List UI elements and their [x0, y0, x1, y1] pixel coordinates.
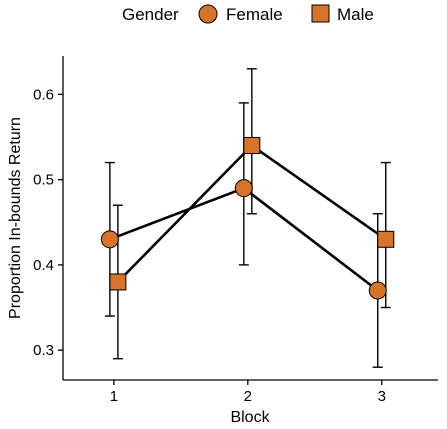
y-tick-label: 0.5: [33, 172, 54, 189]
data-point-female: [234, 179, 253, 198]
data-point-male: [109, 273, 127, 291]
legend: Gender Female Male: [122, 4, 374, 24]
legend-title: Gender: [122, 5, 179, 24]
plot-area: [100, 68, 395, 368]
legend-male-label: Male: [337, 5, 374, 24]
markers-male: [109, 137, 395, 291]
x-axis-ticks: 1 2 3: [110, 380, 386, 405]
x-axis-title: Block: [230, 409, 270, 426]
legend-female-label: Female: [226, 5, 283, 24]
x-tick-label: 2: [244, 388, 252, 405]
legend-male-marker: [311, 4, 330, 23]
y-tick-label: 0.4: [33, 257, 54, 274]
y-axis-title: Proportion In-bounds Return: [7, 117, 24, 319]
markers-female: [100, 179, 387, 300]
x-tick-label: 3: [378, 388, 386, 405]
y-axis-ticks: 0.3 0.4 0.5 0.6: [33, 86, 63, 359]
data-point-male: [243, 137, 261, 155]
data-point-male: [377, 230, 395, 248]
data-point-female: [368, 281, 387, 300]
y-tick-label: 0.3: [33, 342, 54, 359]
x-tick-label: 1: [110, 388, 118, 405]
y-tick-label: 0.6: [33, 86, 54, 103]
legend-female-marker: [198, 4, 218, 24]
data-point-female: [100, 230, 119, 249]
